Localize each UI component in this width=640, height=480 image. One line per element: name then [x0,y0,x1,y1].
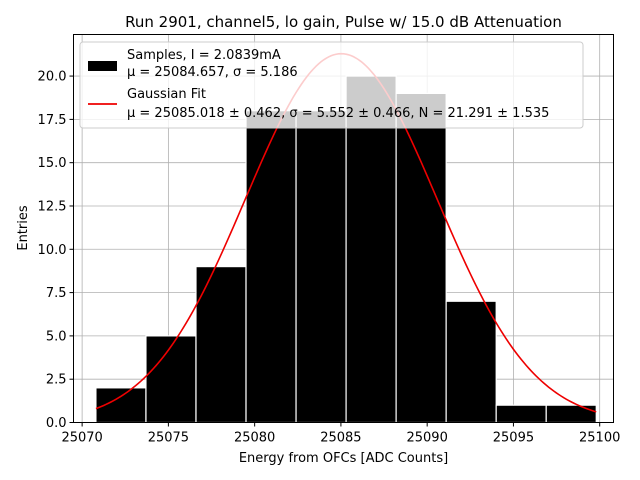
y-tick-label: 17.5 [38,113,67,128]
legend-fit-line2: μ = 25085.018 ± 0.462, σ = 5.552 ± 0.466… [127,106,549,121]
histogram-bar [395,92,447,424]
x-tick-label: 25085 [320,431,361,446]
chart-title: Run 2901, channel5, lo gain, Pulse w/ 15… [125,13,562,31]
legend-fit-sigma: σ = 5.552 ± 0.466, [289,106,418,121]
histogram-bar [545,404,597,424]
legend-fit-line1: Gaussian Fit [127,87,206,102]
y-tick-label: 0.0 [46,416,67,431]
histogram-bar [345,75,397,424]
histogram-bar [295,110,347,424]
y-axis-label: Entries [16,205,31,251]
x-axis-ticks: 25070 25075 25080 25085 25090 25095 25100 [61,422,620,446]
y-tick-label: 20.0 [38,70,67,85]
y-axis-ticks: 0.0 2.5 5.0 7.5 10.0 12.5 15.0 17.5 20.0 [38,70,74,431]
x-tick-label: 25080 [234,431,275,446]
axes-frame [73,34,614,423]
legend-fit-mu: μ = 25085.018 ± 0.462, [127,106,289,121]
x-tick-label: 25095 [493,431,534,446]
x-tick-label: 25100 [579,431,620,446]
y-tick-label: 15.0 [38,156,67,171]
y-tick-label: 2.5 [46,373,67,388]
y-tick-label: 5.0 [46,329,67,344]
x-tick-label: 25090 [406,431,447,446]
histogram-bar [145,335,197,424]
legend-box [79,41,584,129]
legend: Samples, I = 2.0839mA μ = 25084.657, σ =… [79,41,584,129]
y-tick-label: 7.5 [46,286,67,301]
histogram-bar [495,404,547,424]
legend-fit-n: N = 21.291 ± 1.535 [419,106,550,121]
histogram-bar [445,300,497,424]
legend-samples-swatch [88,61,117,71]
x-axis-label: Energy from OFCs [ADC Counts] [239,451,448,466]
x-tick-label: 25070 [61,431,102,446]
legend-samples-line2: μ = 25084.657, σ = 5.186 [127,65,298,80]
x-tick-label: 25075 [148,431,189,446]
legend-samples-mu: μ = 25084.657, [127,65,233,80]
histogram-bar [245,110,297,424]
histogram-bars [95,75,597,424]
y-tick-label: 12.5 [38,199,67,214]
legend-samples-line1: Samples, I = 2.0839mA [127,48,281,63]
legend-samples-sigma: σ = 5.186 [233,65,298,80]
y-tick-label: 10.0 [38,243,67,258]
